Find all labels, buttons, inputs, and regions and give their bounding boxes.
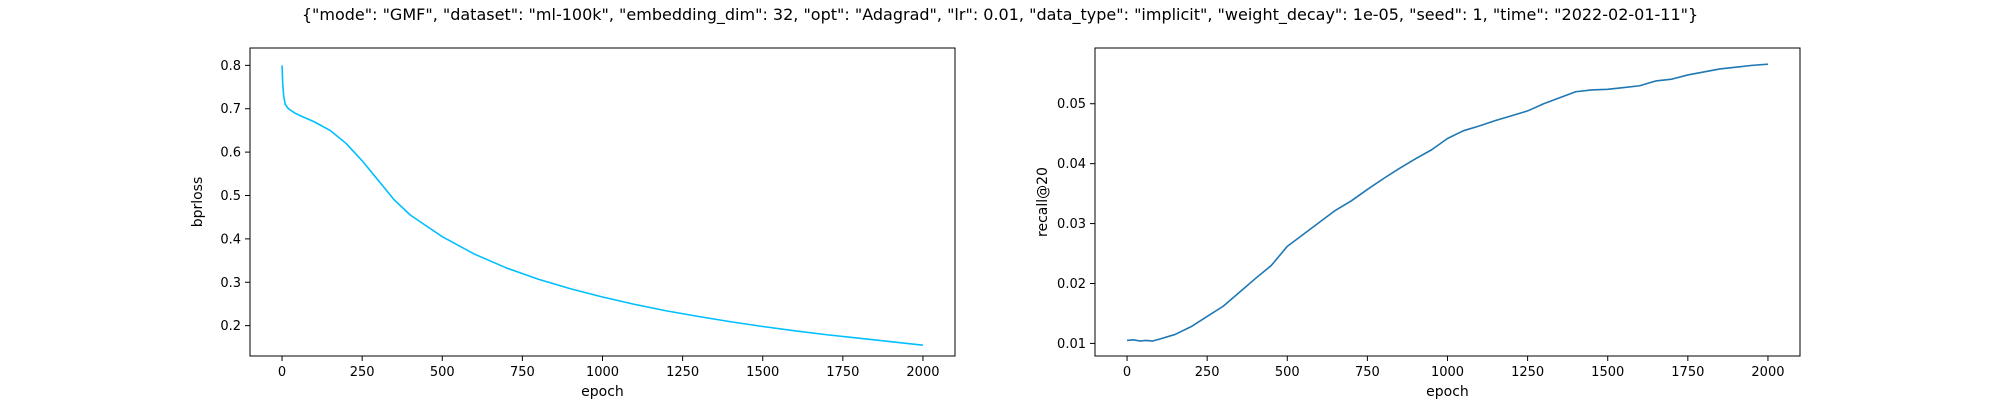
bprloss-ytick-label: 0.3 [220, 276, 241, 291]
recall-ytick-label: 0.04 [1057, 157, 1086, 172]
bprloss-xtick-label: 2000 [906, 365, 939, 380]
bprloss-ylabel: bprloss [190, 177, 206, 228]
figure-title: {"mode": "GMF", "dataset": "ml-100k", "e… [302, 5, 1698, 25]
recall-xtick-label: 750 [1355, 365, 1380, 380]
recall-chart: 0 250 500 750 1000 1250 1500 1750 2000 0.01 0.02 0.… [1035, 47, 1801, 400]
bprloss-ytick-label: 0.7 [220, 102, 241, 117]
bprloss-xtick-label: 1000 [586, 365, 619, 380]
bprloss-series-line [281, 65, 924, 346]
recall-ytick-label: 0.03 [1057, 217, 1086, 232]
recall-ytick-label: 0.05 [1057, 97, 1086, 112]
recall-xtick-label: 0 [1123, 365, 1131, 380]
bprloss-ytick-label: 0.2 [220, 319, 241, 334]
bprloss-ytick-label: 0.8 [220, 59, 241, 74]
bprloss-xlabel: epoch [581, 384, 624, 400]
recall-series-line [1126, 63, 1769, 342]
recall-xtick-label: 1500 [1591, 365, 1624, 380]
bprloss-xtick-label: 1250 [666, 365, 699, 380]
recall-ytick-label: 0.01 [1057, 337, 1086, 352]
recall-xtick-label: 2000 [1751, 365, 1784, 380]
recall-ylabel: recall@20 [1035, 167, 1051, 237]
bprloss-xtick-label: 1500 [746, 365, 779, 380]
bprloss-xtick-label: 500 [430, 365, 455, 380]
bprloss-ytick-label: 0.6 [220, 146, 241, 161]
bprloss-xtick-label: 750 [510, 365, 535, 380]
bprloss-xtick-label: 250 [350, 365, 375, 380]
recall-ytick-label: 0.02 [1057, 277, 1086, 292]
recall-xtick-label: 1000 [1431, 365, 1464, 380]
recall-xtick-label: 250 [1195, 365, 1220, 380]
recall-xlabel: epoch [1426, 384, 1469, 400]
recall-xtick-label: 1250 [1511, 365, 1544, 380]
bprloss-ytick-label: 0.4 [220, 232, 241, 247]
bprloss-chart: 0 250 500 750 1000 1250 1500 1750 2000 0.2 0.3 0.4 0… [190, 47, 956, 400]
recall-xtick-label: 1750 [1671, 365, 1704, 380]
bprloss-xtick-label: 0 [278, 365, 286, 380]
recall-xtick-label: 500 [1275, 365, 1300, 380]
bprloss-ytick-label: 0.5 [220, 189, 241, 204]
bprloss-xtick-label: 1750 [826, 365, 859, 380]
